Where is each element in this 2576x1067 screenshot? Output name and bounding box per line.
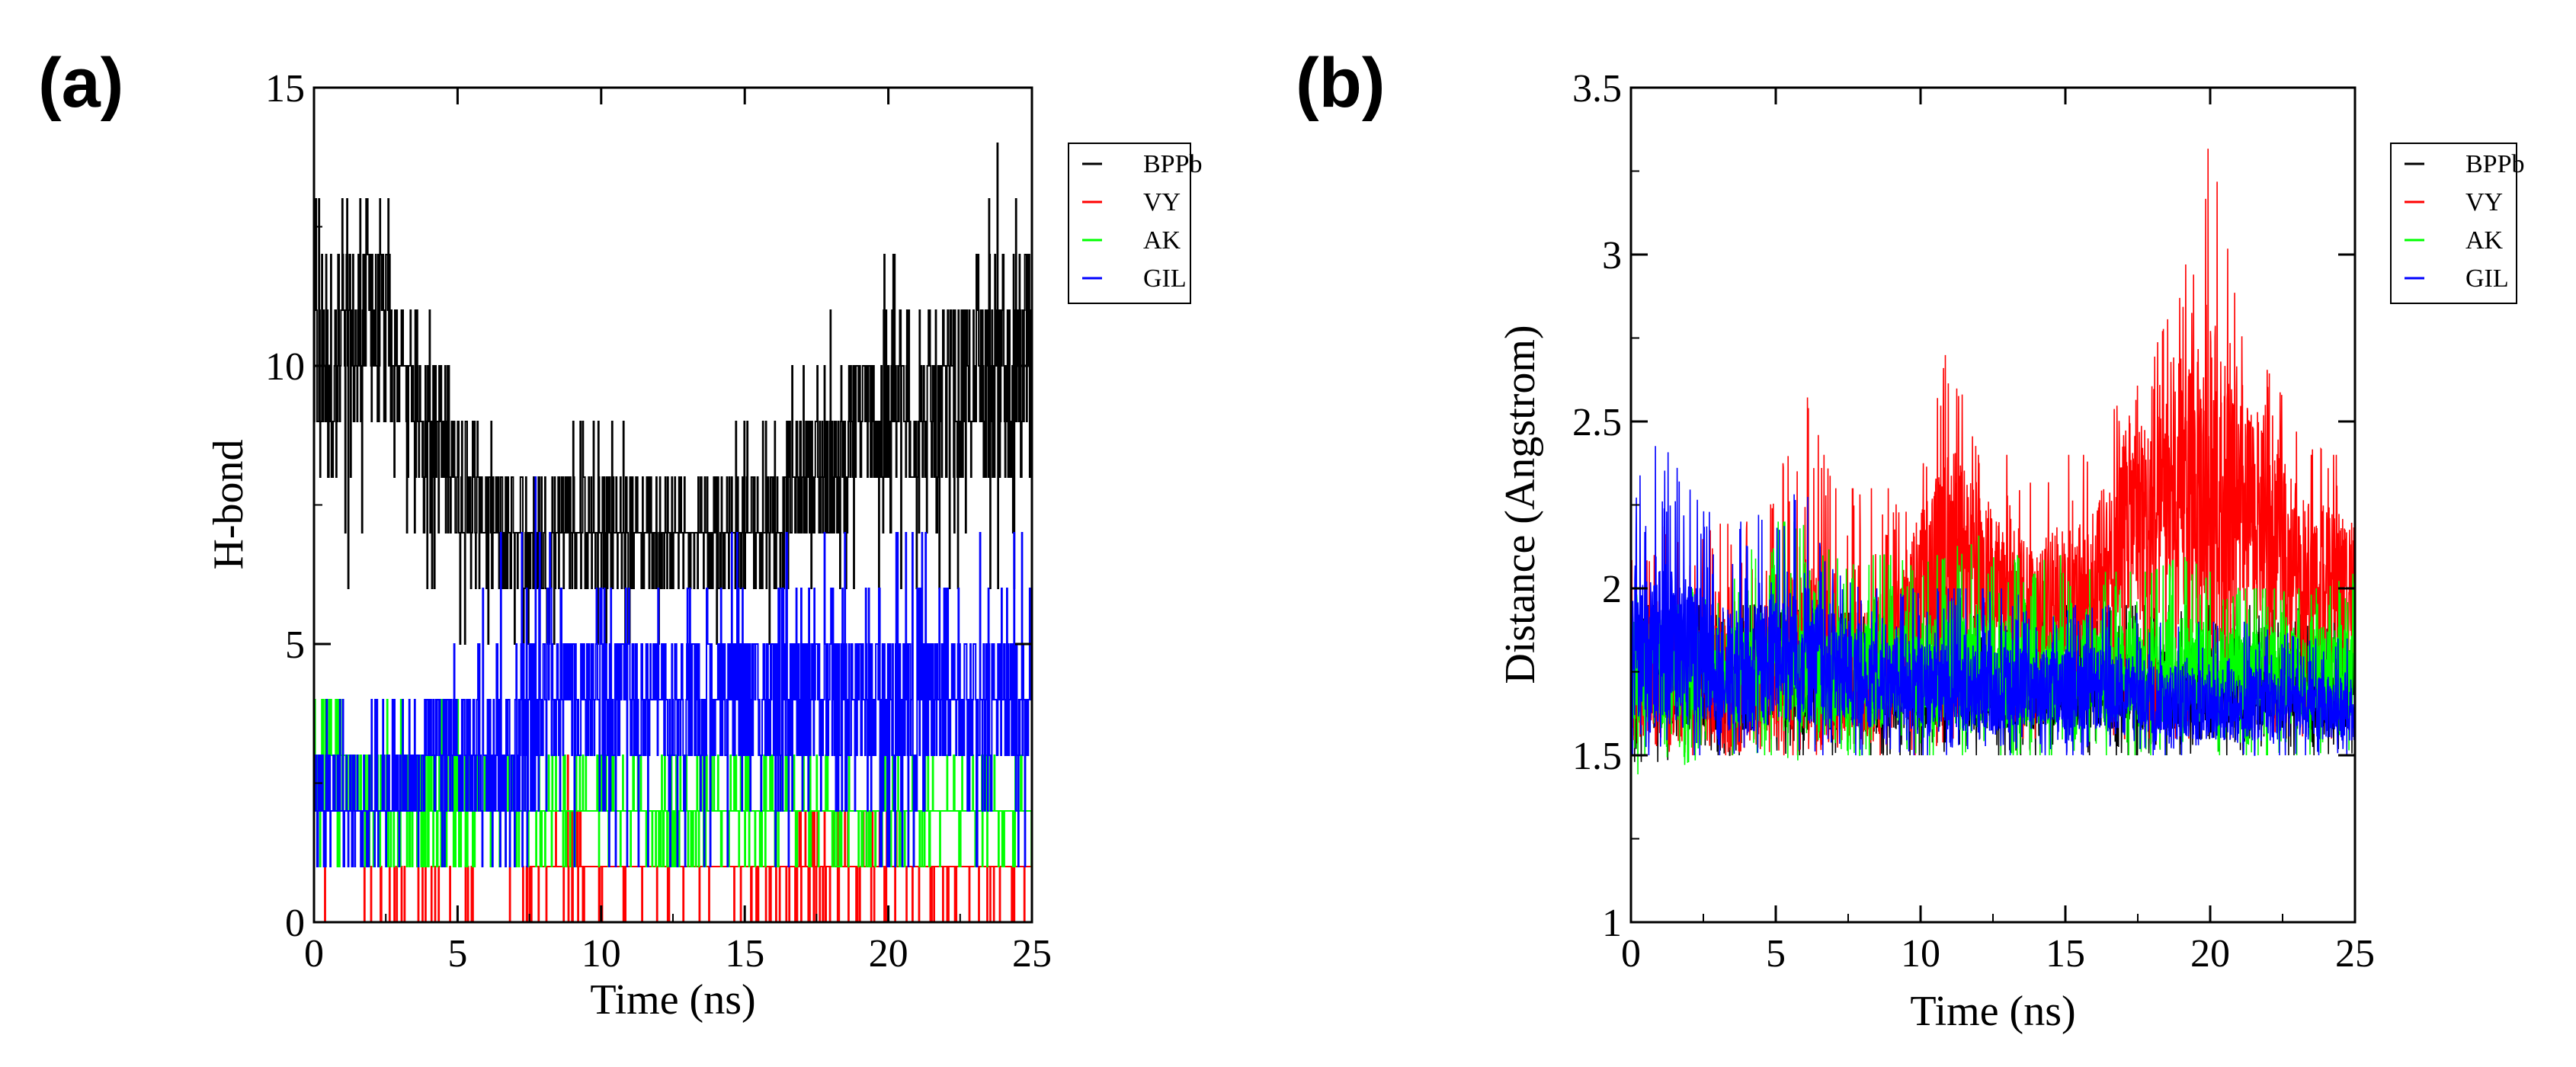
legend-a: BPPb VY AK GIL: [1068, 143, 1203, 304]
x-tick-label-a: 0: [304, 932, 324, 976]
legend-b-label-vy: VY: [2465, 188, 2503, 216]
x-tick-label-b: 5: [1766, 932, 1786, 976]
x-tick-label-a: 5: [447, 932, 467, 976]
series-b-gil: [1630, 446, 2356, 756]
y-tick-label-a: 0: [285, 902, 305, 945]
y-tick-label-b: 2.5: [1572, 401, 1622, 444]
plot-b-marks: [1630, 149, 2356, 775]
x-tick-label-b: 15: [2046, 932, 2085, 976]
y-axis-title-a: H-bond: [205, 439, 252, 569]
x-tick-label-b: 0: [1621, 932, 1641, 976]
y-tick-label-b: 3: [1602, 234, 1622, 277]
panel-label-a: (a): [38, 44, 123, 122]
panel-label-b: (b): [1296, 44, 1385, 122]
x-tick-label-b: 20: [2190, 932, 2230, 976]
y-axis-title-b: Distance (Angstrom): [1497, 325, 1544, 684]
legend-a-label-gil: GIL: [1143, 264, 1187, 293]
panel-b: (b) 0 5 10 15 20 25 1 1.5 2 2.5 3 3.5 Time (ns) Dis…: [1296, 44, 2525, 1035]
x-tick-label-a: 10: [582, 932, 621, 976]
legend-a-label-bppb: BPPb: [1143, 150, 1203, 178]
x-axis-title-b: Time (ns): [1910, 988, 2075, 1035]
y-tick-label-a: 10: [265, 345, 305, 389]
x-tick-label-a: 20: [869, 932, 908, 976]
legend-a-label-vy: VY: [1143, 188, 1181, 216]
legend-a-label-ak: AK: [1143, 226, 1181, 255]
panel-a: (a) 0 5 10 15 20 25 0 5 10 15 Time (ns) H-bond BP…: [38, 44, 1203, 1024]
x-tick-label-b: 25: [2335, 932, 2375, 976]
plot-a-ticks: 0 5 10 15 20 25 0 5 10 15: [265, 67, 1052, 976]
series-a-bppb: [313, 143, 1033, 645]
legend-b-box: [2390, 143, 2517, 304]
y-tick-label-b: 1: [1602, 902, 1622, 945]
plot-b-ticks: 0 5 10 15 20 25 1 1.5 2 2.5 3 3.5: [1572, 67, 2375, 976]
y-tick-label-a: 15: [265, 67, 305, 111]
legend-b-label-bppb: BPPb: [2465, 150, 2525, 178]
series-a-gil: [314, 476, 1033, 867]
legend-b-label-ak: AK: [2465, 226, 2504, 255]
y-tick-label-a: 5: [285, 623, 305, 667]
x-tick-label-a: 25: [1012, 932, 1052, 976]
x-tick-label-a: 15: [725, 932, 764, 976]
x-tick-label-b: 10: [1901, 932, 1940, 976]
y-tick-label-b: 1.5: [1572, 735, 1622, 778]
x-axis-title-a: Time (ns): [590, 976, 755, 1024]
legend-b-label-gil: GIL: [2465, 264, 2509, 293]
legend-b: BPPb VY AK GIL: [2390, 143, 2525, 304]
plot-a-marks: [313, 143, 1033, 923]
y-tick-label-b: 3.5: [1572, 67, 1622, 111]
y-tick-label-b: 2: [1602, 568, 1622, 611]
legend-a-box: [1068, 143, 1191, 304]
